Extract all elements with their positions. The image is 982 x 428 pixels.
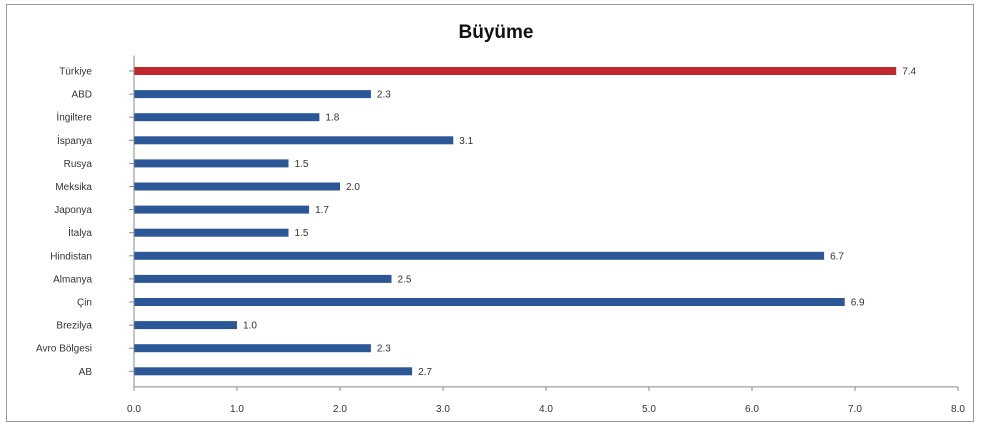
value-labels: 7.4 2.3 1.8 3.1 1.5 2.0 1.7 1.5 6.7 2.5 6.9 1.0 2.3 2… (243, 67, 917, 378)
bar (134, 136, 454, 145)
x-tick-label: 5.0 (642, 404, 656, 415)
value-label: 1.8 (325, 113, 339, 124)
category-label: İngiltere (56, 111, 92, 124)
category-label: ABD (71, 90, 92, 101)
value-label: 2.3 (377, 344, 391, 355)
bar (134, 251, 825, 260)
category-label: İtalya (68, 226, 92, 239)
bar (134, 321, 237, 330)
value-label: 1.0 (243, 321, 257, 332)
value-label: 3.1 (459, 136, 473, 147)
bar (134, 274, 392, 283)
x-tick-label: 4.0 (539, 404, 553, 415)
value-label: 7.4 (902, 67, 916, 78)
value-label: 6.9 (851, 298, 865, 309)
bar (134, 344, 371, 353)
category-labels: Türkiye ABD İngiltere İspanya Rusya Meksika Ja… (36, 67, 92, 378)
category-label: Japonya (54, 205, 92, 216)
value-label: 2.5 (398, 274, 412, 285)
bar (134, 113, 320, 122)
category-label: AB (79, 367, 93, 378)
value-label: 6.7 (830, 251, 844, 262)
value-label: 2.7 (418, 367, 432, 378)
category-label: Brezilya (56, 321, 92, 332)
x-tick-label: 8.0 (951, 404, 965, 415)
bar (134, 367, 413, 376)
category-label: İspanya (57, 134, 92, 147)
category-label: Avro Bölgesi (36, 344, 92, 355)
category-label: Meksika (55, 182, 92, 193)
bar (134, 182, 340, 191)
value-label: 2.3 (377, 90, 391, 101)
category-label: Rusya (64, 159, 93, 170)
x-tick-label: 1.0 (230, 404, 244, 415)
x-tick-label: 6.0 (745, 404, 759, 415)
x-tick-label: 7.0 (848, 404, 862, 415)
value-label: 1.7 (315, 205, 329, 216)
bar (134, 205, 310, 214)
value-label: 2.0 (346, 182, 360, 193)
category-label: Almanya (53, 274, 92, 285)
bar (134, 228, 289, 237)
value-label: 1.5 (295, 228, 309, 239)
category-label: Çin (77, 298, 92, 309)
value-label: 1.5 (295, 159, 309, 170)
x-tick-label: 0.0 (127, 404, 141, 415)
category-label: Türkiye (59, 67, 92, 78)
bar (134, 67, 897, 75)
axes (129, 55, 959, 391)
bar-group (134, 67, 897, 376)
x-tick-label: 2.0 (333, 404, 347, 415)
x-tick-label: 3.0 (436, 404, 450, 415)
bar (134, 90, 371, 99)
x-tick-labels: 0.0 1.0 2.0 3.0 4.0 5.0 6.0 7.0 8.0 (127, 404, 965, 415)
bar (134, 298, 845, 306)
chart-title: Büyüme (459, 22, 534, 43)
bar (134, 159, 289, 168)
category-label: Hindistan (50, 251, 92, 262)
